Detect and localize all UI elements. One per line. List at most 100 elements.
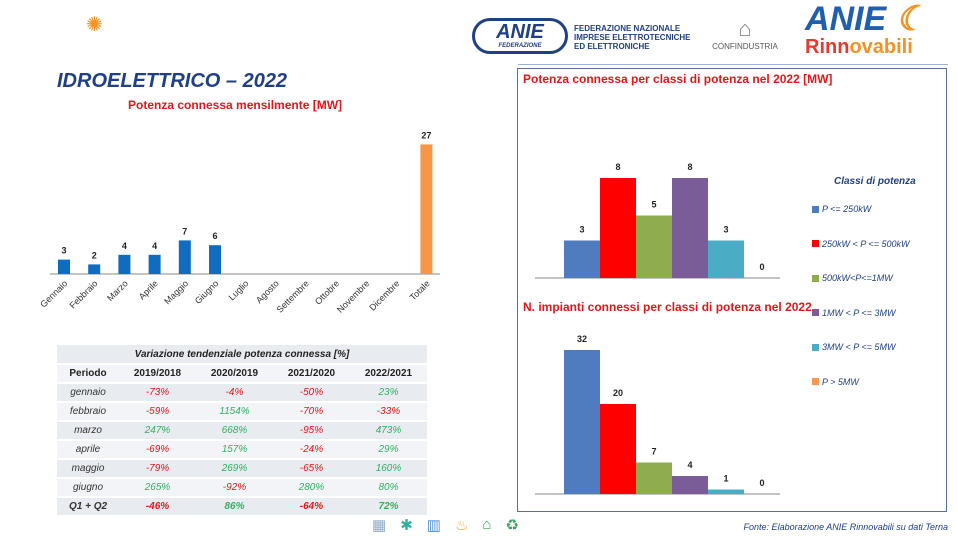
data-label: 3: [61, 246, 66, 256]
bar-maggio: [178, 240, 191, 274]
tick-label: Totale: [408, 278, 432, 302]
legend-item: 500kW<P<=1MW: [812, 273, 893, 283]
data-label: 3: [723, 225, 728, 235]
period-cell: giugno: [57, 478, 119, 498]
bar-febbraio: [88, 264, 101, 274]
table-row: aprile -69% 157% -24% 29%: [57, 440, 427, 460]
value-cell: 247%: [119, 421, 196, 441]
value-cell: 269%: [195, 459, 273, 479]
tick-label: Agosto: [254, 278, 281, 305]
data-label: 8: [687, 162, 692, 172]
period-cell: marzo: [57, 421, 119, 441]
bar-class-3: [636, 462, 672, 494]
bar-aprile: [148, 254, 161, 274]
column-header: Periodo: [57, 364, 119, 384]
data-label: 7: [651, 447, 656, 457]
legend-item: 250kW < P <= 500kW: [812, 239, 909, 249]
value-cell: 280%: [272, 478, 350, 498]
value-cell: 160%: [349, 459, 427, 479]
footer-icons: ▦ ✱ ▥ ♨ ⌂ ♻: [372, 516, 519, 534]
data-label: 4: [687, 460, 692, 470]
tick-label: Dicembre: [367, 278, 401, 312]
tick-label: Novembre: [335, 278, 371, 314]
plants-class-chart: 32 20 7 4 1 0: [535, 334, 780, 495]
hydro-icon: ▥: [426, 517, 441, 534]
period-cell: gennaio: [57, 383, 119, 403]
bar-gennaio: [58, 259, 70, 274]
legend-swatch: [812, 240, 819, 247]
power-classes-panel: [517, 68, 947, 512]
data-label: 3: [579, 225, 584, 235]
wind-turbine-icon: ✱: [400, 517, 413, 534]
tick-label: Maggio: [162, 278, 190, 306]
bar-class-4: [672, 476, 708, 494]
bar-giugno: [209, 245, 221, 274]
tick-label: Giugno: [193, 278, 221, 306]
monthly-power-chart: 3 Gennaio 2 Febbraio 4 Marzo 4 Aprile 7 Maggio 6 Gi…: [38, 130, 440, 315]
column-header: 2019/2018: [119, 364, 196, 384]
legend-label: 500kW<P<=1MW: [822, 273, 893, 283]
value-cell: 265%: [119, 478, 196, 498]
bar-class-1: [564, 350, 600, 494]
bar-class-2: [600, 404, 636, 494]
tick-label: Marzo: [105, 278, 130, 303]
home-energy-icon: ⌂: [482, 516, 492, 533]
period-cell: Q1 + Q2: [57, 497, 119, 517]
legend-label: 3MW < P <= 5MW: [822, 342, 896, 352]
legend-swatch: [812, 309, 819, 316]
value-cell: -95%: [272, 421, 350, 441]
bar-class-4: [672, 178, 708, 278]
data-label: 0: [759, 262, 764, 272]
value-cell: 72%: [349, 497, 427, 517]
data-label: 1: [723, 474, 728, 484]
table-caption: Variazione tendenziale potenza connessa …: [57, 345, 427, 365]
legend-label: P <= 250kW: [822, 204, 872, 214]
data-label: 0: [759, 478, 764, 488]
confindustria-logo: ⌂ CONFINDUSTRIA: [712, 16, 778, 51]
geothermal-icon: ♨: [454, 517, 469, 534]
value-cell: -59%: [119, 402, 196, 422]
value-cell: 86%: [195, 497, 273, 517]
value-cell: -24%: [272, 440, 350, 460]
column-header: 2020/2019: [195, 364, 273, 384]
bar-class-5: [708, 240, 744, 278]
bar-marzo: [118, 254, 131, 274]
value-cell: 29%: [349, 440, 427, 460]
anie-logo: ANIE FEDERAZIONE: [472, 18, 568, 54]
table-row: febbraio -59% 1154% -70% -33%: [57, 402, 427, 422]
legend-swatch: [812, 343, 819, 351]
value-cell: -4%: [195, 383, 273, 403]
solar-panel-icon: ▦: [372, 517, 387, 534]
value-cell: -70%: [272, 402, 350, 422]
table-row: giugno 265% -92% 280% 80%: [57, 478, 427, 498]
data-label: 4: [152, 241, 157, 251]
table-row: maggio -79% 269% -65% 160%: [57, 459, 427, 479]
tick-label: Luglio: [227, 278, 251, 302]
legend-item: P <= 250kW: [812, 204, 871, 214]
period-cell: febbraio: [57, 402, 119, 422]
biomass-icon: ♻: [505, 517, 519, 534]
tick-label: Settembre: [275, 278, 311, 314]
tick-label: Ottobre: [313, 278, 341, 306]
data-label: 6: [212, 231, 217, 241]
column-header: 2021/2020: [272, 364, 350, 384]
value-cell: -73%: [119, 383, 196, 403]
page-title: IDROELETTRICO – 2022: [57, 70, 288, 92]
tick-label: Gennaio: [38, 278, 69, 309]
period-cell: aprile: [57, 440, 119, 460]
anie-rinnovabili-logo: ANIE ☾ Rinnovabili: [805, 0, 927, 58]
column-header: 2022/2021: [349, 364, 427, 384]
value-cell: -92%: [195, 478, 273, 498]
legend-swatch: [812, 378, 819, 385]
table-row: gennaio -73% -4% -50% 23%: [57, 383, 427, 403]
value-cell: -50%: [272, 383, 350, 403]
value-cell: 1154%: [195, 402, 273, 422]
legend-label: 250kW < P <= 500kW: [822, 238, 910, 249]
data-label: 7: [182, 226, 187, 236]
data-label: 2: [92, 250, 97, 260]
value-cell: 80%: [349, 478, 427, 498]
legend-item: 3MW < P <= 5MW: [812, 342, 895, 352]
plants-class-chart-title: N. impianti connessi per classi di poten…: [523, 300, 812, 314]
value-cell: 23%: [349, 383, 427, 403]
period-cell: maggio: [57, 459, 119, 479]
